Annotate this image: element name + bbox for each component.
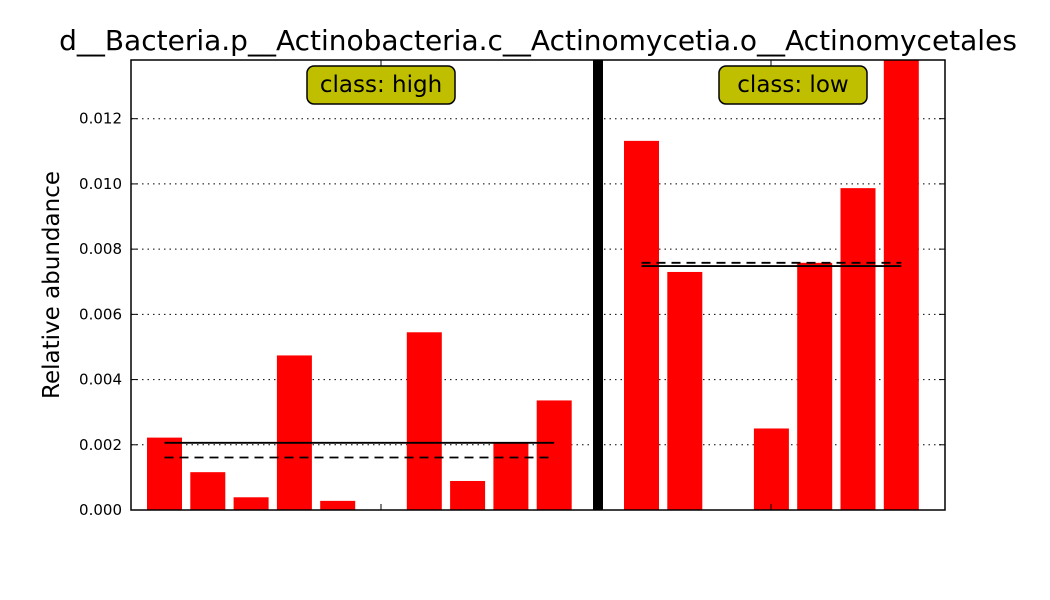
bar (147, 437, 182, 510)
bar (406, 332, 442, 510)
bars (147, 60, 919, 511)
chart-title: d__Bacteria.p__Actinobacteria.c__Actinom… (59, 24, 1017, 57)
bar (624, 140, 659, 510)
y-tick-label: 0.002 (79, 436, 122, 454)
class-label: class: low (737, 72, 848, 98)
class-label: class: high (320, 72, 442, 98)
bar (233, 497, 269, 510)
y-tick-label: 0.010 (79, 175, 122, 193)
y-axis-ticks: 0.000 0.002 0.004 0.006 0.008 0.010 0.012 (79, 60, 945, 519)
bar (840, 188, 876, 511)
y-tick-label: 0.006 (79, 305, 122, 323)
class-badge (306, 65, 456, 105)
y-axis-title: Relative abundance (39, 171, 65, 399)
bar (667, 271, 703, 510)
class-badges: class: high class: low (306, 65, 868, 105)
y-tick-label: 0.000 (79, 501, 122, 519)
bar (797, 262, 833, 510)
bar (190, 472, 226, 510)
y-tick-label: 0.004 (79, 371, 122, 389)
class-badge (718, 65, 868, 105)
bar (450, 480, 486, 510)
bar (883, 60, 919, 510)
group-separator (593, 60, 603, 510)
bar (493, 442, 529, 510)
y-tick-label: 0.012 (79, 110, 122, 128)
mean-median-lines (164, 60, 902, 510)
y-tick-label: 0.008 (79, 240, 122, 258)
bar (753, 428, 789, 510)
bar (320, 500, 356, 510)
bar (536, 400, 572, 510)
plot-frame (130, 59, 946, 511)
bar (276, 355, 312, 510)
